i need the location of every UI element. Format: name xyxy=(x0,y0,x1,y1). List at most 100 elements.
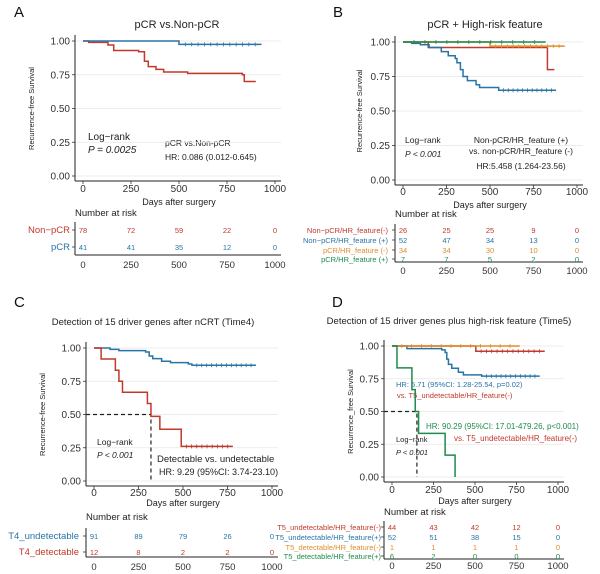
risk-x-tick-label: 500 xyxy=(467,561,483,572)
risk-x-tick-label: 750 xyxy=(220,562,236,573)
x-tick-label: 250 xyxy=(123,184,140,195)
chart-title: Detection of 15 driver genes after nCRT … xyxy=(52,317,255,328)
y-tick-label: 0.00 xyxy=(371,176,391,187)
chart-title: pCR + High-risk feature xyxy=(427,19,542,31)
risk-x-tick-label: 1000 xyxy=(547,561,568,572)
risk-row-label: Non−pCR/HR_feature(-) xyxy=(307,226,389,235)
risk-value: 12 xyxy=(223,243,231,252)
x-axis-label: Days after surgery xyxy=(142,197,216,207)
survival-curve xyxy=(83,40,262,46)
risk-value: 26 xyxy=(399,226,407,235)
risk-value: 1 xyxy=(390,543,394,552)
panel-label-b: B xyxy=(333,4,343,21)
risk-value: 34 xyxy=(442,246,450,255)
x-tick-label: 750 xyxy=(525,187,542,198)
y-tick-label: 1.00 xyxy=(371,38,391,49)
risk-value: 0 xyxy=(556,523,560,532)
test-label: Log−rank xyxy=(97,437,133,447)
risk-table-title: Number at risk xyxy=(86,512,148,523)
risk-value: 0 xyxy=(514,552,518,561)
risk-value: 43 xyxy=(429,523,437,532)
risk-value: 72 xyxy=(127,226,135,235)
risk-x-tick-label: 0 xyxy=(80,260,85,271)
risk-x-tick-label: 250 xyxy=(426,561,442,572)
risk-value: 38 xyxy=(471,533,479,542)
x-axis-label: Days after surgery xyxy=(438,496,512,506)
risk-value: 41 xyxy=(127,243,135,252)
risk-row-label: T4_detectable xyxy=(19,547,79,558)
risk-value: 9 xyxy=(531,226,535,235)
survival-curve xyxy=(392,345,456,477)
risk-value: 35 xyxy=(175,243,183,252)
risk-x-tick-label: 750 xyxy=(526,266,542,277)
risk-x-tick-label: 500 xyxy=(171,260,187,271)
risk-x-tick-label: 250 xyxy=(131,562,147,573)
y-tick-label: 0.50 xyxy=(360,407,380,418)
risk-x-tick-label: 250 xyxy=(439,266,455,277)
risk-value: 52 xyxy=(399,236,407,245)
risk-table-title: Number at risk xyxy=(75,208,137,219)
y-tick-label: 0.00 xyxy=(360,473,380,484)
risk-x-tick-label: 1000 xyxy=(264,260,285,271)
risk-value: 0 xyxy=(273,226,277,235)
risk-value: 7 xyxy=(444,255,448,264)
x-tick-label: 1000 xyxy=(261,488,284,499)
survival-curve xyxy=(392,345,540,377)
risk-value: 47 xyxy=(442,236,450,245)
risk-value: 0 xyxy=(473,552,477,561)
x-tick-label: 250 xyxy=(425,485,442,496)
risk-x-tick-label: 750 xyxy=(509,561,525,572)
survival-curve xyxy=(94,347,256,367)
y-axis-label: Recurrence_free Survival xyxy=(346,369,355,454)
risk-value: 91 xyxy=(90,532,98,541)
y-tick-label: 0.00 xyxy=(51,172,71,183)
risk-value: 0 xyxy=(556,543,560,552)
risk-value: 0 xyxy=(575,226,579,235)
y-tick-label: 0.75 xyxy=(360,374,380,385)
risk-value: 2 xyxy=(181,548,185,557)
risk-row-label: T5_detectable/HR_feature(+) xyxy=(284,552,382,561)
risk-x-tick-label: 0 xyxy=(389,561,394,572)
risk-row-label: T5_detectable/HR_feature(-) xyxy=(286,543,382,552)
vs-blue-label: vs. T5_undetectable/HR_feature(-) xyxy=(397,391,513,400)
y-tick-label: 0.25 xyxy=(51,138,71,149)
risk-value: 5 xyxy=(488,255,492,264)
risk-value: 26 xyxy=(223,532,231,541)
panel-c: C Detection of 15 driver genes after nCR… xyxy=(14,294,278,477)
risk-value: 6 xyxy=(390,552,394,561)
p-value: P < 0.001 xyxy=(405,149,442,159)
risk-value: 79 xyxy=(179,532,187,541)
risk-value: 0 xyxy=(270,532,274,541)
risk-value: 0 xyxy=(575,236,579,245)
km-plot-c: 0.00 0.25 0.50 0.75 1.00 0 250 500 750 1000 Days a… xyxy=(8,342,284,573)
risk-row-label: Non−pCR xyxy=(28,225,70,236)
risk-value: 34 xyxy=(399,246,407,255)
x-tick-label: 750 xyxy=(219,184,236,195)
x-tick-label: 0 xyxy=(91,488,97,499)
x-tick-label: 500 xyxy=(482,187,499,198)
y-tick-label: 1.00 xyxy=(360,342,380,353)
y-tick-label: 1.00 xyxy=(62,344,82,355)
y-tick-label: 0.75 xyxy=(51,70,71,81)
comparison-label: Non-pCR/HR_feature (+) xyxy=(474,135,568,145)
y-axis-label: Recurrence-free Survival xyxy=(38,373,47,456)
risk-row-label: T5_undetectable/HR_feature(-) xyxy=(277,523,381,532)
risk-value: 22 xyxy=(223,226,231,235)
test-label: Log−rank xyxy=(396,435,428,444)
risk-row-label: pCR/HR_feature (-) xyxy=(323,246,389,255)
risk-row-label: T5_undetectable/HR_feature(+) xyxy=(275,533,381,542)
risk-value: 8 xyxy=(136,548,140,557)
risk-value: 0 xyxy=(556,533,560,542)
risk-x-tick-label: 250 xyxy=(123,260,139,271)
y-tick-label: 0.50 xyxy=(51,104,71,115)
risk-value: 44 xyxy=(388,523,396,532)
p-value: P = 0.0025 xyxy=(88,145,137,156)
risk-value: 0 xyxy=(273,243,277,252)
panel-label-a: A xyxy=(14,4,24,21)
hr-label: HR: 0.086 (0.012-0.645) xyxy=(165,152,257,162)
risk-value: 0 xyxy=(575,255,579,264)
y-tick-label: 0.00 xyxy=(62,477,82,488)
x-axis-label: Days after surgery xyxy=(453,200,527,210)
chart-title: pCR vs.Non-pCR xyxy=(135,19,220,31)
risk-value: 59 xyxy=(175,226,183,235)
